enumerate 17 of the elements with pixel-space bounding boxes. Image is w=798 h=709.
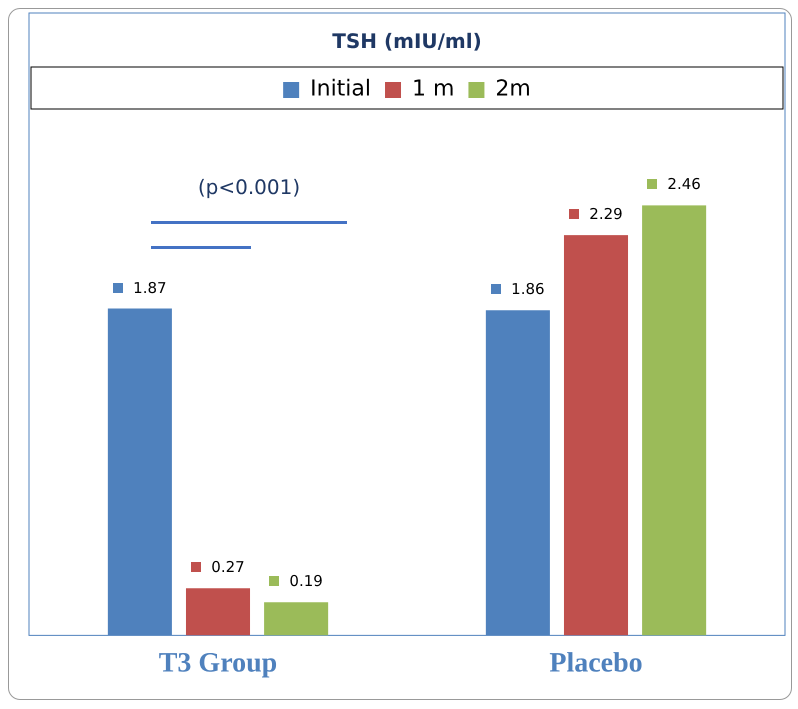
x-tick-label: Placebo: [549, 647, 643, 678]
bar: [564, 235, 628, 636]
data-label: 1.87: [133, 278, 167, 297]
bar: [264, 602, 328, 636]
data-label: 0.27: [211, 558, 245, 576]
x-tick-label: T3 Group: [158, 647, 278, 678]
data-label: 2.29: [589, 205, 623, 224]
bar: [642, 205, 706, 636]
data-label: 2.46: [667, 175, 701, 194]
data-label: 1.86: [511, 280, 545, 298]
chart-title: TSH (mIU/ml): [332, 29, 482, 54]
bar: [186, 588, 250, 636]
legend-label: 2m: [495, 76, 531, 102]
data-label: 0.19: [289, 572, 323, 590]
text: (p<0.001): [198, 175, 300, 200]
legend-label: 1 m: [412, 76, 454, 102]
legend-label: Initial: [310, 76, 372, 102]
